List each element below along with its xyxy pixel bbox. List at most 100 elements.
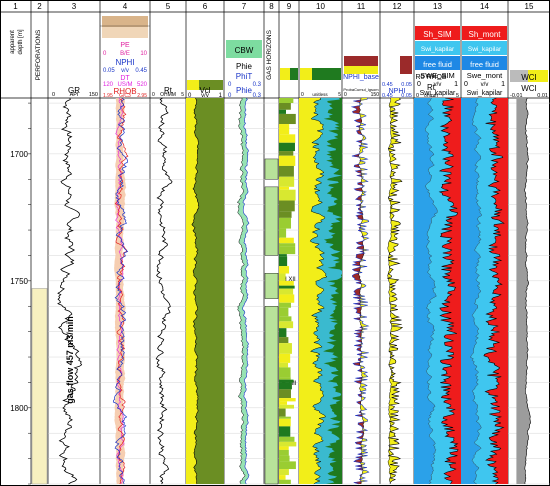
gr-group-band — [279, 321, 294, 329]
free-fluid-header-fill — [462, 56, 507, 70]
track-number: 10 — [316, 2, 325, 11]
depth-title: apparent — [10, 30, 16, 54]
vcl-sand-fill — [186, 98, 199, 484]
vcl-header-sand — [187, 80, 199, 90]
gr-group-band — [279, 186, 290, 190]
gr-group-band — [279, 142, 295, 152]
gr-group-band — [279, 479, 291, 484]
gr-group-band — [279, 475, 286, 480]
gr-group-band — [279, 316, 292, 322]
vcl-curve-name: Vcl — [199, 86, 210, 95]
gr-group-band — [279, 343, 292, 354]
sat-min: 0 — [417, 81, 421, 88]
gr-group-band — [279, 328, 287, 338]
gr-group-band — [279, 237, 294, 244]
pe-max: 10 — [140, 51, 147, 57]
swi-curve — [424, 97, 438, 485]
gas-horizon-interval — [264, 306, 279, 485]
track-number: 6 — [203, 2, 208, 11]
gas-horizons-title: GAS HORIZONS — [266, 29, 273, 80]
sh-header-fill — [415, 26, 460, 40]
phie-min: 0 — [228, 93, 232, 99]
vcl-header-fill — [187, 80, 223, 90]
grgups-min: 0 — [344, 92, 347, 98]
phit-min: 0 — [228, 82, 232, 88]
gr-group-band — [279, 200, 295, 212]
sat-max: 1 — [454, 81, 458, 88]
swi-label: Swi_kapilar — [421, 46, 455, 53]
gr-group-band — [279, 273, 286, 281]
nphi11-curve-name: NPHI — [389, 88, 406, 95]
gr-group-band — [279, 243, 296, 247]
wci-fill — [516, 98, 531, 484]
pe-curve-name: PE — [120, 42, 130, 49]
gr-group-band — [279, 426, 291, 437]
gr-group-band — [279, 103, 291, 110]
vcl-scale-min: 0 — [188, 93, 192, 99]
depth-tick-label: 1750 — [10, 277, 28, 286]
gas-horizon-interval — [264, 186, 279, 256]
perforation-interval — [31, 288, 48, 485]
gr-group-band — [279, 469, 289, 476]
wci-header-grey — [510, 70, 528, 82]
grgups-max: 150 — [371, 92, 380, 98]
gr-group-band — [279, 418, 291, 427]
phit-curve — [242, 97, 250, 485]
phie-fill-label: Phie — [236, 62, 253, 71]
sh-header-fill — [462, 26, 507, 40]
rhob-min: 1.95 — [103, 93, 113, 99]
rt12-min: 0 — [416, 93, 419, 99]
depth-title: depth [m] — [18, 29, 24, 54]
grgups-cyan-fill — [310, 98, 342, 484]
rhob-max: 2.95 — [137, 93, 147, 99]
gr-group-band — [279, 176, 295, 187]
rt-scale-unit: OHMM — [160, 92, 176, 98]
gr-group-band — [279, 113, 296, 125]
gr-group-band — [279, 337, 289, 344]
vcl-scale-unit: v/v — [201, 93, 209, 99]
swe-label: Swe_mont — [467, 71, 503, 80]
wci-min: -0.01 — [510, 93, 523, 99]
gr-group-band — [279, 436, 295, 442]
rt-scale-max: 5 — [181, 92, 184, 98]
nphi-base-min: 0.45 — [382, 82, 393, 88]
nphi-base-max: 0.05 — [401, 82, 412, 88]
gr-group-band — [279, 302, 292, 308]
phie-curve-name: Phie — [236, 86, 253, 95]
depth-tick-label: 1700 — [10, 150, 28, 159]
track-number: 11 — [357, 2, 366, 11]
nphi-base-curve-name: NPHI_base — [343, 74, 379, 81]
nphi-max: 0.45 — [135, 68, 147, 74]
nphi-crossover-sand — [358, 98, 369, 484]
phit-max: 0.3 — [253, 82, 262, 88]
gr-group-band — [279, 151, 294, 156]
wci-curve — [524, 97, 531, 485]
gr-groups-unit: unitless — [312, 92, 328, 97]
gr-group-band — [279, 211, 292, 218]
nphi-base-curve — [358, 97, 365, 485]
gr-group-band — [279, 109, 286, 114]
gr-group-band — [279, 266, 290, 274]
gr-group-band — [279, 217, 292, 229]
gr-group-band — [279, 155, 296, 166]
rt12-curve — [386, 97, 404, 484]
dt-curve-name: DT — [120, 75, 130, 82]
gr-group-band — [279, 288, 294, 295]
gr-group-band — [279, 398, 296, 402]
gr-group-band — [279, 307, 289, 317]
vcl-scale-max: 1 — [219, 93, 223, 99]
wci-title: WCI — [521, 73, 537, 82]
phie-max: 0.3 — [253, 93, 262, 99]
gas-horizon-interval — [264, 158, 279, 180]
free-fluid-label: free fluid — [470, 60, 499, 69]
gr-group-band — [279, 367, 291, 378]
gr-group-band — [279, 455, 290, 462]
wci-curve-name: WCI — [521, 84, 537, 93]
free-fluid-label: free fluid — [423, 60, 452, 69]
perforation-annotation: gas flow 457 m3/min — [65, 316, 75, 404]
sat-unit: v/v — [481, 82, 489, 88]
dt-min: 120 — [103, 82, 114, 88]
perforations-title: PERFORATIONS — [35, 29, 42, 80]
